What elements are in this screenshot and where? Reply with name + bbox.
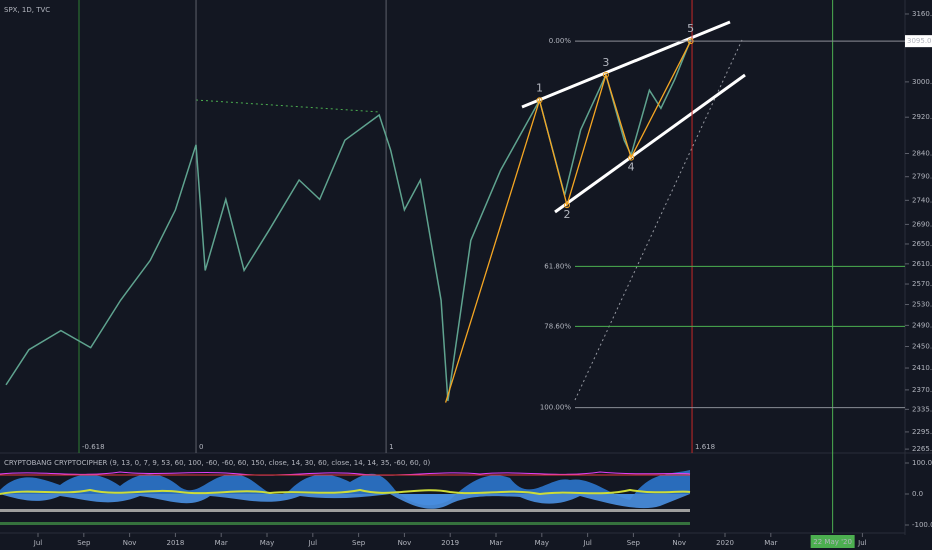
- indicator-bar: [0, 522, 690, 525]
- indicator-tick-label: 100.0: [912, 459, 932, 467]
- wave-path: [444, 40, 692, 403]
- y-tick-label: 2790.0: [912, 173, 932, 181]
- last-price-box: [905, 35, 932, 48]
- indicator-tick-label: -100.0: [912, 521, 932, 529]
- y-tick-label: 2410.0: [912, 364, 932, 372]
- fib-label: 100.00%: [540, 404, 571, 412]
- y-tick-label: 2920.0: [912, 113, 932, 121]
- x-tick-label: Sep: [627, 539, 641, 547]
- fib-label: 61.80%: [544, 262, 571, 270]
- y-tick-label: 2335.0: [912, 405, 932, 413]
- indicator-plot: [0, 470, 691, 525]
- last-price-label: 3095.0: [907, 37, 932, 45]
- indicator-bar: [0, 509, 690, 512]
- indicator-line: [0, 471, 691, 476]
- x-tick-label: Nov: [123, 539, 137, 547]
- y-tick-label: 2450.0: [912, 343, 932, 351]
- y-tick-label: 2295.0: [912, 428, 932, 436]
- y-tick-label: 2650.0: [912, 240, 932, 248]
- x-tick-label: Sep: [77, 539, 91, 547]
- y-tick-label: 3000.0: [912, 78, 932, 86]
- cursor-date-box: [810, 535, 855, 548]
- indicator-line: [0, 488, 691, 496]
- x-tick-label: Jul: [857, 539, 867, 547]
- x-tick-label: May: [260, 539, 274, 547]
- x-tick-label: Nov: [398, 539, 412, 547]
- wave-label: 4: [628, 161, 635, 174]
- wave-point: [602, 71, 609, 78]
- trendline: [554, 73, 746, 214]
- y-tick-label: 2490.0: [912, 321, 932, 329]
- x-tick-label: Mar: [764, 539, 777, 547]
- dotted-line: [574, 39, 743, 401]
- x-tick-label: Sep: [352, 539, 366, 547]
- wave-point: [563, 202, 570, 209]
- symbol: SPX, 1D, TVC: [4, 6, 50, 14]
- price-line: [5, 39, 692, 402]
- y-tick-label: 2840.0: [912, 149, 932, 157]
- y-tick-label: 3160.0: [912, 10, 932, 18]
- time-line-label: 0: [199, 443, 203, 451]
- y-tick-label: 2530.0: [912, 301, 932, 309]
- x-tick-label: Mar: [215, 539, 228, 547]
- indicator-title: CRYPTOBANG CRYPTOCIPHER (9, 13, 0, 7, 9,…: [4, 459, 431, 467]
- x-tick-label: 2020: [716, 539, 734, 547]
- x-tick-label: Jul: [33, 539, 43, 547]
- indicator-tick-label: 0.0: [912, 490, 923, 498]
- wave-label: 2: [563, 208, 570, 221]
- x-tick-label: Jul: [308, 539, 318, 547]
- y-tick-label: 2690.0: [912, 220, 932, 228]
- x-tick-label: 2019: [441, 539, 459, 547]
- y-tick-label: 2265.0: [912, 445, 932, 453]
- wave-label: 5: [687, 22, 694, 35]
- fib-label: 0.00%: [549, 37, 572, 45]
- indicator-wave: [0, 494, 690, 509]
- y-tick-label: 2610.0: [912, 260, 932, 268]
- x-tick-label: Jul: [582, 539, 592, 547]
- y-tick-label: 2740.0: [912, 196, 932, 204]
- y-tick-label: 2370.0: [912, 386, 932, 394]
- time-line-label: -0.618: [82, 443, 105, 451]
- fib-label: 78.60%: [544, 322, 571, 330]
- time-line-label: 1.618: [695, 443, 715, 451]
- wave-point: [628, 154, 635, 161]
- y-tick-label: 2570.0: [912, 280, 932, 288]
- dotted-line: [195, 99, 381, 113]
- wave-label: 3: [602, 56, 609, 69]
- trendline: [521, 20, 731, 109]
- cursor-date-label: 22 May '20: [813, 538, 852, 546]
- wave-point: [536, 97, 543, 104]
- time-line-label: 1: [389, 443, 393, 451]
- indicator-wave: [0, 470, 690, 506]
- x-tick-label: Mar: [489, 539, 502, 547]
- x-tick-label: Nov: [672, 539, 686, 547]
- x-tick-label: 2018: [166, 539, 184, 547]
- wave-label: 1: [536, 81, 543, 94]
- x-tick-label: May: [535, 539, 549, 547]
